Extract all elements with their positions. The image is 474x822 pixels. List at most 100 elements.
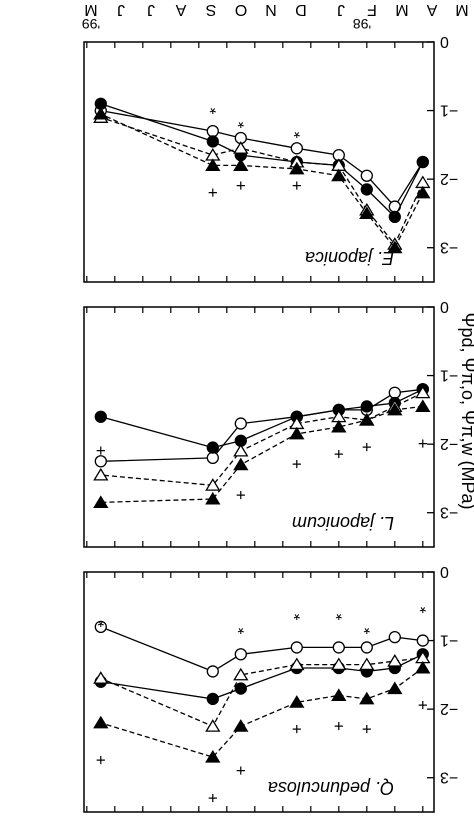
panel-species-label: L. japonicum [292,513,394,533]
data-point [289,657,305,671]
significance-plus: + [418,434,428,453]
significance-plus: + [236,176,246,195]
significance-plus: + [334,716,344,735]
plot-frame [83,306,435,548]
data-point [387,654,403,667]
panel-middle: 0 −1 −2 −3 L. japonicum + + + + + + [83,298,458,548]
data-point [205,750,221,763]
data-point [387,240,403,254]
y-tick-label: −2 [440,435,458,452]
significance-plus: + [418,696,428,715]
y-tick-label: −1 [440,102,458,119]
data-point [233,457,249,471]
data-point [233,667,249,681]
series-line [100,109,424,208]
month-label: A [175,1,186,18]
significance-star: * [419,598,426,617]
data-point [233,443,249,457]
data-point [360,169,373,182]
data-point [233,158,249,171]
panel-top: 0 −1 −2 −3 Q. pedunculosa + + + + + + + * * * * * * [83,563,458,813]
significance-plus: + [96,441,106,460]
data-point [206,692,219,706]
data-point [416,155,429,169]
y-tick-label: −2 [440,170,458,187]
data-point [416,634,429,647]
significance-star: * [335,605,342,624]
significance-plus: + [362,438,372,457]
data-point [206,124,219,138]
y-axis-label: Ψpd, Ψπ,o, Ψπ,w (MPa) [458,313,474,510]
month-label: S [206,1,217,18]
series-line [100,388,423,462]
y-tick-label: −3 [440,504,458,521]
month-label: A [426,1,437,18]
data-point [387,681,403,695]
data-point [94,410,107,423]
significance-plus: + [292,455,302,474]
data-point [234,682,247,695]
data-point [233,141,249,154]
data-point [93,106,109,120]
data-point [331,419,347,433]
significance-star: * [363,618,370,637]
series-line [100,103,424,218]
data-point [206,441,219,454]
panels-group: 0 −1 −2 −3 Q. pedunculosa + + + + + + + * * * * * * 0 −1 −2 −… [83,33,458,813]
data-point [93,715,109,729]
significance-plus: + [334,444,344,463]
data-point [206,665,219,678]
y-tick-label: −1 [440,632,458,649]
series-line [100,657,423,728]
month-label: O [235,1,247,18]
data-point [331,657,347,671]
data-point [93,495,109,508]
series-line [100,392,424,486]
data-point [205,491,221,505]
month-label: J [147,1,155,18]
month-label: J [117,1,125,18]
significance-plus: + [236,486,246,505]
series-line [100,116,424,246]
significance-star: * [293,605,300,624]
data-point [415,660,431,674]
data-point [388,210,401,224]
data-point [93,467,109,481]
month-label: M [395,1,408,18]
data-point [331,688,347,701]
year-label: '99 [82,16,100,32]
month-label: F [367,1,377,18]
data-point [415,385,431,399]
significance-plus: + [362,720,372,739]
significance-star: * [237,618,244,637]
y-tick-label: 0 [440,563,449,580]
data-point [94,455,107,468]
series-line [100,653,424,700]
significance-star: * [237,112,244,131]
month-label: M [84,1,97,18]
series-line [100,667,424,758]
y-tick-label: −3 [440,769,458,786]
data-point [289,161,305,175]
data-point [359,691,375,705]
month-label: M [455,1,468,18]
series-line [100,388,424,449]
data-point [360,400,373,413]
significance-plus: + [208,183,218,202]
data-point [388,630,401,644]
data-point [359,206,375,219]
data-point [360,641,373,654]
data-point [332,641,345,654]
y-tick-label: −2 [440,700,458,717]
data-point [205,158,221,171]
panel-bottom: 0 −1 −2 −3 E. japonica + + + * * * [83,33,458,283]
significance-star: * [293,123,300,142]
y-tick-label: −3 [440,239,458,256]
data-point [205,719,221,732]
rotated-figure-group: 0 −1 −2 −3 Q. pedunculosa + + + + + + + * * * * * * 0 −1 −2 −… [82,1,474,813]
panel-species-label: E. japonica [305,248,394,268]
significance-plus: + [292,720,302,739]
series-line [100,626,423,673]
series-line [100,113,424,249]
